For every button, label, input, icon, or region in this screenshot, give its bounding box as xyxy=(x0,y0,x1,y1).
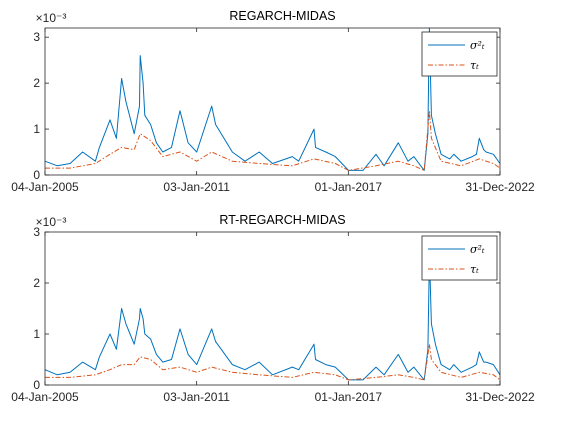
chart-panel-1: 0 1 2 3 ×10⁻³ 04-Jan-2005 03-Jan-2011 01-Jan-20… xyxy=(11,9,535,194)
x-tick-label: 31-Dec-2022 xyxy=(465,180,535,194)
legend-box xyxy=(421,235,498,281)
legend-label: τₜ xyxy=(470,59,479,72)
y-tick-label: 3 xyxy=(33,30,40,44)
y-tick-label: 0 xyxy=(33,378,40,392)
y-tick-label: 1 xyxy=(33,122,40,136)
series-line-sigma2 xyxy=(44,246,501,381)
y-tick-label: 1 xyxy=(33,327,40,341)
y-tick-label: 2 xyxy=(33,76,40,90)
x-tick-label: 03-Jan-2011 xyxy=(163,180,230,194)
series-line-sigma2 xyxy=(44,27,501,171)
x-tick-label: 31-Dec-2022 xyxy=(465,390,535,404)
y-tick-label: 2 xyxy=(33,276,40,290)
series-line-tau xyxy=(45,110,501,171)
chart-panel-2: 0 1 2 3×10⁻³ 04-Jan-2005 03-Jan-2011 01-Jan-20… xyxy=(11,213,535,404)
y-tick-label: 3 xyxy=(33,225,40,239)
axes-box xyxy=(44,231,501,386)
series-line-tau xyxy=(45,343,501,381)
y-exponent-label: ×10⁻³ xyxy=(36,11,67,25)
legend: σ²ₜ τₜ xyxy=(421,31,498,77)
legend-label: τₜ xyxy=(470,263,479,276)
x-tick-label: 04-Jan-2005 xyxy=(11,180,79,194)
x-tick-label: 04-Jan-2005 xyxy=(11,390,79,404)
y-tick-label: 0 xyxy=(33,168,40,182)
legend-box xyxy=(421,31,498,77)
legend-label: σ²ₜ xyxy=(470,243,485,256)
x-tick-label: 01-Jan-2017 xyxy=(315,180,383,194)
axes-box xyxy=(44,27,501,176)
legend: σ²ₜ τₜ xyxy=(421,235,498,281)
x-tick-label: 01-Jan-2017 xyxy=(315,390,383,404)
legend-label: σ²ₜ xyxy=(470,39,485,52)
chart-title: REGARCH-MIDAS xyxy=(229,9,335,23)
chart-title: RT-REGARCH-MIDAS xyxy=(219,213,345,227)
x-tick-label: 03-Jan-2011 xyxy=(163,390,230,404)
y-exponent-label: ×10⁻³ xyxy=(36,215,67,229)
